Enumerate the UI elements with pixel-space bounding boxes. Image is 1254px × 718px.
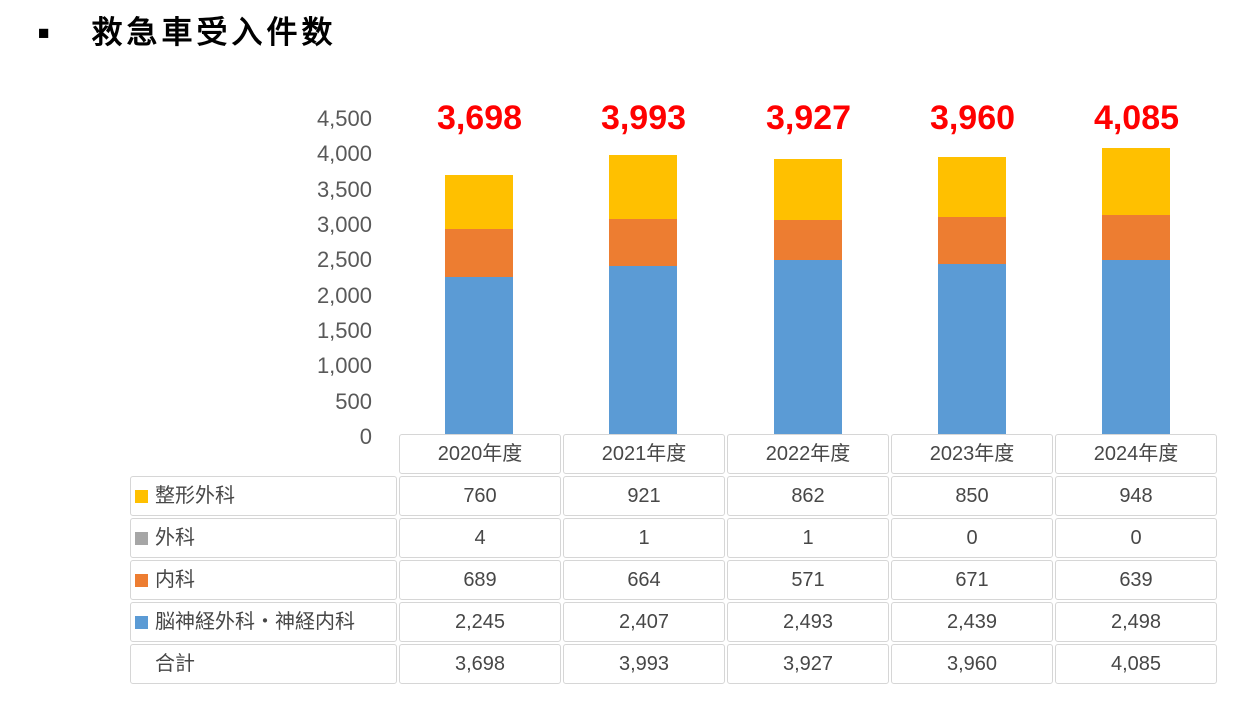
table-header-2020: 2020年度 xyxy=(399,434,561,474)
bar-segment xyxy=(445,175,513,229)
table-header-2023: 2023年度 xyxy=(891,434,1053,474)
row-label-text: 外科 xyxy=(155,527,195,549)
table-cell: 571 xyxy=(727,560,889,600)
table-header-2024: 2024年度 xyxy=(1055,434,1217,474)
legend-key-surgery-icon xyxy=(135,531,148,545)
row-label-text: 整形外科 xyxy=(155,485,235,507)
bar-total-label-2023: 3,960 xyxy=(929,99,1016,137)
table-cell: 1 xyxy=(727,518,889,558)
table-cell: 689 xyxy=(399,560,561,600)
y-axis-tick-label: 4,500 xyxy=(316,106,372,131)
bar-segment xyxy=(1102,259,1170,435)
table-header-2021: 2021年度 xyxy=(563,434,725,474)
row-label-text: 内科 xyxy=(155,569,195,591)
table-cell: 3,993 xyxy=(563,644,725,684)
bar-total-label-2022: 3,927 xyxy=(765,99,852,137)
bar-column-2021 xyxy=(609,119,677,435)
bar-column-2023 xyxy=(938,119,1006,435)
table-cell: 2,498 xyxy=(1055,602,1217,642)
y-axis-tick-label: 0 xyxy=(359,424,372,449)
table-cell: 1 xyxy=(563,518,725,558)
table-cell: 639 xyxy=(1055,560,1217,600)
table-cell: 3,927 xyxy=(727,644,889,684)
table-header-2022: 2022年度 xyxy=(727,434,889,474)
table-cell: 2,493 xyxy=(727,602,889,642)
table-cell: 862 xyxy=(727,476,889,516)
table-row-label-surgery: 外科 xyxy=(130,518,397,558)
legend-key-orthopedics-icon xyxy=(135,489,148,503)
table-row-label-orthopedics: 整形外科 xyxy=(130,476,397,516)
data-table: 2020年度 2021年度 2022年度 2023年度 2024年度 整形外科 … xyxy=(130,434,1217,684)
table-header-spacer xyxy=(130,434,397,474)
y-axis-tick-label: 4,000 xyxy=(316,141,372,166)
bar-segment xyxy=(1102,148,1170,215)
page-title: 救急車受入件数 xyxy=(91,15,337,50)
page-header: ■ 救急車受入件数 xyxy=(38,15,337,50)
table-cell: 2,407 xyxy=(563,602,725,642)
legend-key-internal-medicine-icon xyxy=(135,573,148,587)
table-cell: 760 xyxy=(399,476,561,516)
bar-column-2022 xyxy=(774,119,842,435)
bar-segment xyxy=(445,277,513,435)
y-axis-tick-label: 1,000 xyxy=(316,353,372,378)
y-axis-tick-label: 3,000 xyxy=(316,212,372,237)
bar-segment xyxy=(938,216,1006,264)
table-cell: 4 xyxy=(399,518,561,558)
table-row-label-total: 合計 xyxy=(130,644,397,684)
table-cell: 850 xyxy=(891,476,1053,516)
y-axis: 4,500 4,000 3,500 3,000 2,500 2,000 1,50… xyxy=(277,0,372,449)
table-cell: 671 xyxy=(891,560,1053,600)
plot-area: 3,698 3,993 3,927 3,960 4,085 xyxy=(397,101,1218,435)
bar-segment xyxy=(774,219,842,260)
table-cell: 664 xyxy=(563,560,725,600)
legend-key-neurosurgery-neurology-icon xyxy=(135,615,148,629)
bar-total-label-2021: 3,993 xyxy=(600,99,687,137)
table-cell: 948 xyxy=(1055,476,1217,516)
y-axis-tick-label: 3,500 xyxy=(316,177,372,202)
y-axis-tick-label: 500 xyxy=(335,389,372,414)
bar-segment xyxy=(445,228,513,278)
bar-segment xyxy=(609,154,677,220)
table-cell: 2,245 xyxy=(399,602,561,642)
table-row-label-neurosurgery-neurology: 脳神経外科・神経内科 xyxy=(130,602,397,642)
bar-total-label-2024: 4,085 xyxy=(1093,99,1180,137)
table-cell: 0 xyxy=(891,518,1053,558)
bar-total-label-2020: 3,698 xyxy=(436,99,523,137)
bar-segment xyxy=(774,159,842,220)
bar-segment xyxy=(609,219,677,266)
bar-column-2024 xyxy=(1102,119,1170,435)
y-axis-tick-label: 2,000 xyxy=(316,283,372,308)
bar-column-2020 xyxy=(445,119,513,435)
table-cell: 3,698 xyxy=(399,644,561,684)
bar-segment xyxy=(609,265,677,435)
bullet-square-icon: ■ xyxy=(38,22,50,44)
y-axis-tick-label: 1,500 xyxy=(316,318,372,343)
y-axis-tick-label: 2,500 xyxy=(316,247,372,272)
table-cell: 2,439 xyxy=(891,602,1053,642)
row-label-text: 脳神経外科・神経内科 xyxy=(155,611,355,633)
bar-segment xyxy=(938,263,1006,435)
table-cell: 921 xyxy=(563,476,725,516)
table-cell: 3,960 xyxy=(891,644,1053,684)
ambulance-stacked-bar-chart: 4,500 4,000 3,500 3,000 2,500 2,000 1,50… xyxy=(277,0,1218,449)
table-cell: 0 xyxy=(1055,518,1217,558)
bar-segment xyxy=(774,259,842,435)
bar-segment xyxy=(1102,214,1170,260)
row-label-text: 合計 xyxy=(155,653,195,675)
table-cell: 4,085 xyxy=(1055,644,1217,684)
table-row-label-internal-medicine: 内科 xyxy=(130,560,397,600)
bar-segment xyxy=(938,156,1006,217)
